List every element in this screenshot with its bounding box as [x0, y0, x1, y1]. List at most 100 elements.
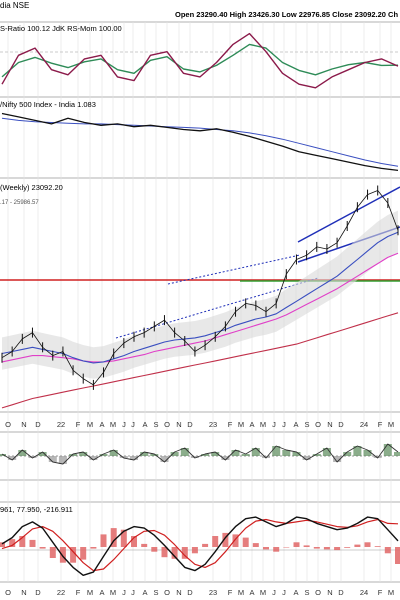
oscillator-bar [170, 452, 179, 456]
time-axis-label-bottom: M [110, 588, 116, 597]
oscillator-bar [190, 456, 199, 458]
time-axis-label-bottom: F [228, 588, 233, 597]
oscillator-bar [211, 452, 220, 456]
time-axis-label: A [142, 420, 147, 429]
time-axis-label-bottom: O [164, 588, 170, 597]
time-axis-label-bottom: A [142, 588, 147, 597]
macd-histogram-bar [49, 547, 56, 558]
oscillator-bar [180, 448, 189, 456]
oscillator-bar [383, 444, 392, 456]
time-axis-label: D [187, 420, 193, 429]
oscillator-bar [312, 454, 321, 456]
macd-histogram-bar [39, 547, 46, 549]
dotted-lower-trendline [115, 277, 319, 339]
time-axis-label-bottom: J [282, 588, 286, 597]
time-axis-label-bottom: O [315, 588, 321, 597]
macd-histogram-bar [323, 547, 330, 550]
time-axis-label-bottom: N [176, 588, 181, 597]
time-axis-label: M [238, 420, 244, 429]
time-axis-label: M [388, 420, 394, 429]
rs-momentum-line [1, 32, 399, 89]
chart-marks [0, 32, 400, 576]
macd-histogram-bar [222, 532, 229, 547]
ratio-line [1, 112, 399, 172]
macd-histogram-bar [9, 539, 16, 547]
oscillator-bar [322, 448, 331, 456]
macd-histogram-bar [151, 547, 158, 552]
macd-histogram-bar [181, 547, 188, 559]
rrg-panel-label: S-Ratio 100.12 JdK RS-Mom 100.00 [0, 24, 122, 33]
oscillator-bar [99, 454, 108, 456]
time-axis-label-bottom: J [122, 588, 126, 597]
time-axis-label-bottom: A [293, 588, 298, 597]
macd-panel-label: 961, 77.950, -216.911 [0, 505, 73, 514]
time-axis-label-bottom: N [327, 588, 332, 597]
time-axis-label: N [21, 420, 26, 429]
time-axis-label-bottom: N [21, 588, 26, 597]
time-axis-label-bottom: 23 [209, 588, 217, 597]
oscillator-bar [140, 452, 149, 456]
macd-histogram-bar [19, 536, 26, 547]
time-axis-label: 24 [360, 420, 368, 429]
time-axis-label-bottom: 24 [360, 588, 368, 597]
macd-histogram-bar [212, 536, 219, 547]
oscillator-bar [221, 456, 230, 460]
macd-histogram-bar [252, 543, 259, 547]
oscillator-bar [38, 452, 47, 456]
ma-50-line [1, 252, 399, 363]
time-axis-label: S [304, 420, 309, 429]
time-axis: OONNDD2222FFMMAAMMJJJJAASSOONNDD2323FFMM… [5, 420, 394, 597]
macd-histogram-bar [131, 536, 137, 547]
time-axis-label: J [282, 420, 286, 429]
time-axis-label-bottom: F [378, 588, 383, 597]
time-axis-label-bottom: A [99, 588, 104, 597]
oscillator-bar [150, 454, 159, 456]
time-axis-label-bottom: 22 [57, 588, 65, 597]
macd-histogram-bar [90, 547, 97, 549]
time-axis-label: O [315, 420, 321, 429]
time-axis-label-bottom: S [153, 588, 158, 597]
oscillator-bar [89, 456, 98, 460]
macd-histogram-bar [110, 528, 117, 547]
macd-line [1, 516, 399, 576]
ma-200-line [1, 312, 399, 409]
dotted-upper-trendline [167, 254, 301, 285]
time-axis-label: A [99, 420, 104, 429]
ohlc-label: Open 23290.40 High 23426.30 Low 22976.85… [175, 10, 398, 19]
time-axis-label-bottom: A [249, 588, 254, 597]
time-axis-label: A [293, 420, 298, 429]
oscillator-bar [48, 456, 57, 462]
macd-histogram-bar [232, 534, 239, 547]
time-axis-label: O [5, 420, 11, 429]
time-axis-label: 23 [209, 420, 217, 429]
oscillator-bar [69, 454, 78, 456]
gridlines [7, 22, 392, 582]
time-axis-label-bottom: D [338, 588, 344, 597]
macd-histogram-bar [80, 547, 87, 560]
time-axis-label-bottom: O [5, 588, 11, 597]
macd-histogram-bar [171, 547, 178, 559]
time-axis-label: F [76, 420, 81, 429]
ma-envelope-band [2, 210, 398, 379]
macd-histogram-bar [0, 542, 5, 547]
time-axis-label: N [327, 420, 332, 429]
oscillator-bar [241, 454, 250, 456]
time-axis-label-bottom: M [260, 588, 266, 597]
time-axis-label-bottom: F [76, 588, 81, 597]
panel-frames [0, 21, 400, 583]
oscillator-line [1, 443, 399, 465]
oscillator-bar [201, 454, 210, 456]
macd-histogram-bar [202, 543, 209, 547]
macd-histogram-bar [334, 547, 341, 551]
macd-histogram-bar [344, 547, 351, 548]
time-axis-label: F [378, 420, 383, 429]
price-annotations [0, 51, 400, 551]
oscillator-bar [79, 452, 88, 456]
rs-ratio-line [1, 43, 399, 78]
macd-histogram-bar [263, 547, 269, 550]
time-axis-label: M [260, 420, 266, 429]
macd-histogram-bar [395, 547, 400, 564]
oscillator-bar [272, 446, 281, 456]
time-axis-label: 22 [57, 420, 65, 429]
oscillator-bar [8, 456, 17, 460]
